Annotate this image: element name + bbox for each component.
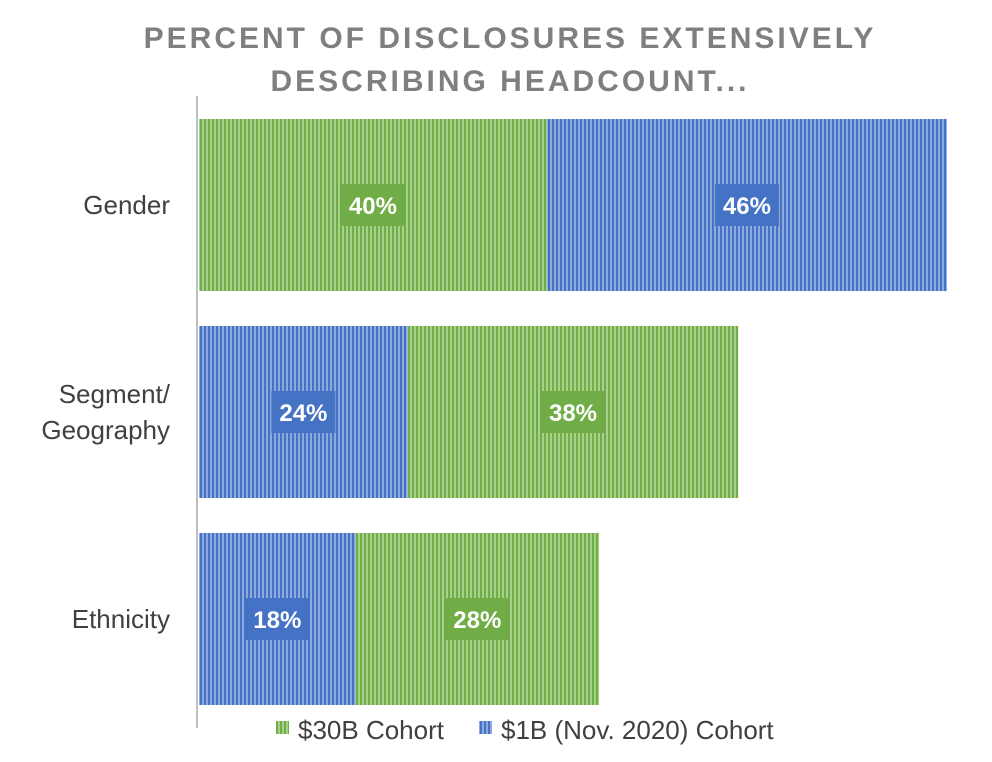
data-label-ethnicity-1: 28% [453, 607, 501, 634]
bars-layer: 40% 46% 24% 38% 18% 28% [199, 119, 947, 705]
chart-title-line-1: PERCENT OF DISCLOSURES EXTENSIVELY [144, 22, 877, 55]
data-label-box-ethnicity-0 [245, 598, 310, 640]
category-label-segment-geography-line-0: Segment/ [59, 379, 171, 409]
data-label-box-gender-0 [340, 184, 405, 226]
chart-title: PERCENT OF DISCLOSURES EXTENSIVELY DESCR… [144, 22, 877, 98]
chart-title-line-2: DESCRIBING HEADCOUNT... [270, 65, 749, 98]
data-label-box-segment-geography-0 [271, 391, 336, 433]
data-label-segment-geography-0: 24% [279, 400, 327, 427]
data-label-box-gender-1 [714, 184, 779, 226]
data-label-ethnicity-0: 18% [253, 607, 301, 634]
legend-swatch-1b [479, 721, 492, 734]
category-label-segment-geography-line-1: Geography [41, 415, 170, 445]
category-label-gender: Gender [83, 190, 170, 220]
legend: $30B Cohort $1B (Nov. 2020) Cohort [276, 715, 774, 745]
legend-label-30b: $30B Cohort [298, 715, 445, 745]
legend-swatch-30b [276, 721, 289, 734]
data-label-box-segment-geography-1 [541, 391, 605, 433]
data-label-gender-1: 46% [723, 193, 771, 220]
legend-label-1b: $1B (Nov. 2020) Cohort [501, 715, 774, 745]
data-label-segment-geography-1: 38% [549, 400, 597, 427]
data-label-gender-0: 40% [349, 193, 397, 220]
data-label-box-ethnicity-1 [445, 598, 510, 640]
category-label-ethnicity: Ethnicity [72, 604, 170, 634]
category-axis-labels: Gender Segment/Geography Ethnicity [41, 190, 170, 634]
